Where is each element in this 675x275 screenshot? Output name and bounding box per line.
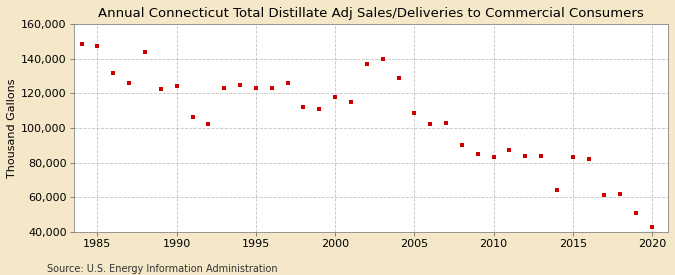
Y-axis label: Thousand Gallons: Thousand Gallons [7,78,17,178]
Point [583,157,594,161]
Point [187,114,198,119]
Point [441,120,452,125]
Point [171,84,182,89]
Point [250,86,261,90]
Point [314,107,325,111]
Point [92,44,103,49]
Point [647,224,657,229]
Point [298,105,309,109]
Point [361,62,372,66]
Point [108,71,119,75]
Point [409,111,420,115]
Point [76,42,87,46]
Point [219,86,230,90]
Point [615,191,626,196]
Point [155,87,166,91]
Point [504,148,515,153]
Point [282,81,293,85]
Point [377,56,388,61]
Point [472,152,483,156]
Point [488,155,499,160]
Point [267,86,277,90]
Point [425,122,435,127]
Point [551,188,562,192]
Title: Annual Connecticut Total Distillate Adj Sales/Deliveries to Commercial Consumers: Annual Connecticut Total Distillate Adj … [98,7,644,20]
Point [631,211,642,215]
Text: Source: U.S. Energy Information Administration: Source: U.S. Energy Information Administ… [47,264,278,274]
Point [520,153,531,158]
Point [124,81,134,85]
Point [346,100,356,104]
Point [203,121,214,126]
Point [140,50,151,54]
Point [568,155,578,160]
Point [329,95,340,99]
Point [599,193,610,198]
Point [536,153,547,158]
Point [235,82,246,87]
Point [393,75,404,80]
Point [456,143,467,147]
